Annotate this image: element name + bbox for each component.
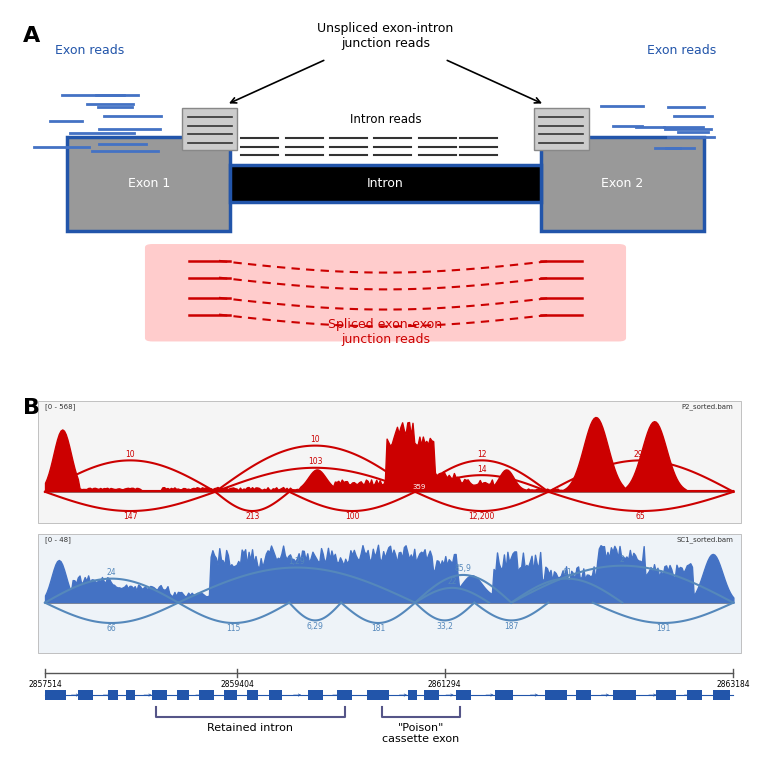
Text: 12: 12 <box>477 450 487 459</box>
Text: SC1_sorted.bam: SC1_sorted.bam <box>676 536 733 543</box>
FancyBboxPatch shape <box>577 690 591 700</box>
FancyBboxPatch shape <box>655 690 676 700</box>
Text: 359: 359 <box>412 484 426 490</box>
FancyBboxPatch shape <box>177 690 190 700</box>
Text: 2857514: 2857514 <box>29 679 62 689</box>
FancyBboxPatch shape <box>182 108 237 150</box>
Text: 24: 24 <box>107 568 116 577</box>
FancyBboxPatch shape <box>456 690 470 700</box>
FancyBboxPatch shape <box>67 136 230 231</box>
Text: 103: 103 <box>308 457 322 467</box>
Text: B: B <box>23 397 40 418</box>
FancyBboxPatch shape <box>687 690 702 700</box>
Text: 115: 115 <box>227 625 241 633</box>
FancyBboxPatch shape <box>247 690 258 700</box>
Text: 10: 10 <box>311 435 320 444</box>
FancyBboxPatch shape <box>126 690 136 700</box>
Text: 294: 294 <box>634 450 648 459</box>
Text: 65: 65 <box>636 513 646 521</box>
Text: 66: 66 <box>106 625 116 633</box>
FancyBboxPatch shape <box>308 690 322 700</box>
FancyBboxPatch shape <box>541 136 704 231</box>
Text: 2859404: 2859404 <box>221 679 254 689</box>
FancyBboxPatch shape <box>108 690 117 700</box>
Text: Exon reads: Exon reads <box>55 44 124 58</box>
FancyBboxPatch shape <box>79 690 93 700</box>
Text: "Poison"
cassette exon: "Poison" cassette exon <box>382 723 460 745</box>
FancyBboxPatch shape <box>45 690 66 700</box>
Text: 181: 181 <box>371 625 386 633</box>
FancyBboxPatch shape <box>338 690 352 700</box>
FancyBboxPatch shape <box>614 690 635 700</box>
Text: 191: 191 <box>656 625 670 633</box>
Text: Exon reads: Exon reads <box>647 44 716 58</box>
Text: 147: 147 <box>123 513 137 521</box>
Text: 213: 213 <box>245 513 260 521</box>
FancyBboxPatch shape <box>495 690 513 700</box>
FancyBboxPatch shape <box>199 690 214 700</box>
Text: Unspliced exon-intron
junction reads: Unspliced exon-intron junction reads <box>318 23 453 51</box>
Text: 187: 187 <box>504 622 519 631</box>
Text: [0 - 568]: [0 - 568] <box>45 403 76 410</box>
Text: 10: 10 <box>126 450 135 459</box>
Text: 12,200: 12,200 <box>469 513 495 521</box>
FancyBboxPatch shape <box>367 690 389 700</box>
Text: 2: 2 <box>620 555 625 564</box>
FancyBboxPatch shape <box>534 108 589 150</box>
FancyBboxPatch shape <box>544 690 567 700</box>
Text: Intron reads: Intron reads <box>350 114 421 126</box>
Text: 2861294: 2861294 <box>428 679 462 689</box>
Text: 22: 22 <box>447 577 457 587</box>
FancyBboxPatch shape <box>424 690 439 700</box>
FancyBboxPatch shape <box>153 690 167 700</box>
FancyBboxPatch shape <box>712 690 729 700</box>
Text: 85,9: 85,9 <box>455 565 472 573</box>
Text: 100: 100 <box>345 513 359 521</box>
Text: A: A <box>23 26 40 46</box>
Text: Exon 1: Exon 1 <box>127 177 170 190</box>
Text: Spliced exon-exon
junction reads: Spliced exon-exon junction reads <box>328 319 443 347</box>
Text: Exon 2: Exon 2 <box>601 177 644 190</box>
Text: Retained intron: Retained intron <box>207 723 294 733</box>
Text: 61: 61 <box>562 568 571 577</box>
FancyBboxPatch shape <box>230 165 541 202</box>
Text: 33,2: 33,2 <box>436 622 453 631</box>
Text: 6,29: 6,29 <box>307 622 324 631</box>
FancyBboxPatch shape <box>145 244 626 341</box>
FancyBboxPatch shape <box>38 534 741 653</box>
FancyBboxPatch shape <box>224 690 237 700</box>
FancyBboxPatch shape <box>268 690 282 700</box>
Text: [0 - 48]: [0 - 48] <box>45 536 71 543</box>
Text: 1,29: 1,29 <box>288 557 305 566</box>
Text: Intron: Intron <box>367 177 404 190</box>
Text: P2_sorted.bam: P2_sorted.bam <box>682 403 733 410</box>
FancyBboxPatch shape <box>38 401 741 523</box>
Text: 14: 14 <box>477 465 487 474</box>
FancyBboxPatch shape <box>408 690 416 700</box>
Text: 2863184: 2863184 <box>716 679 750 689</box>
